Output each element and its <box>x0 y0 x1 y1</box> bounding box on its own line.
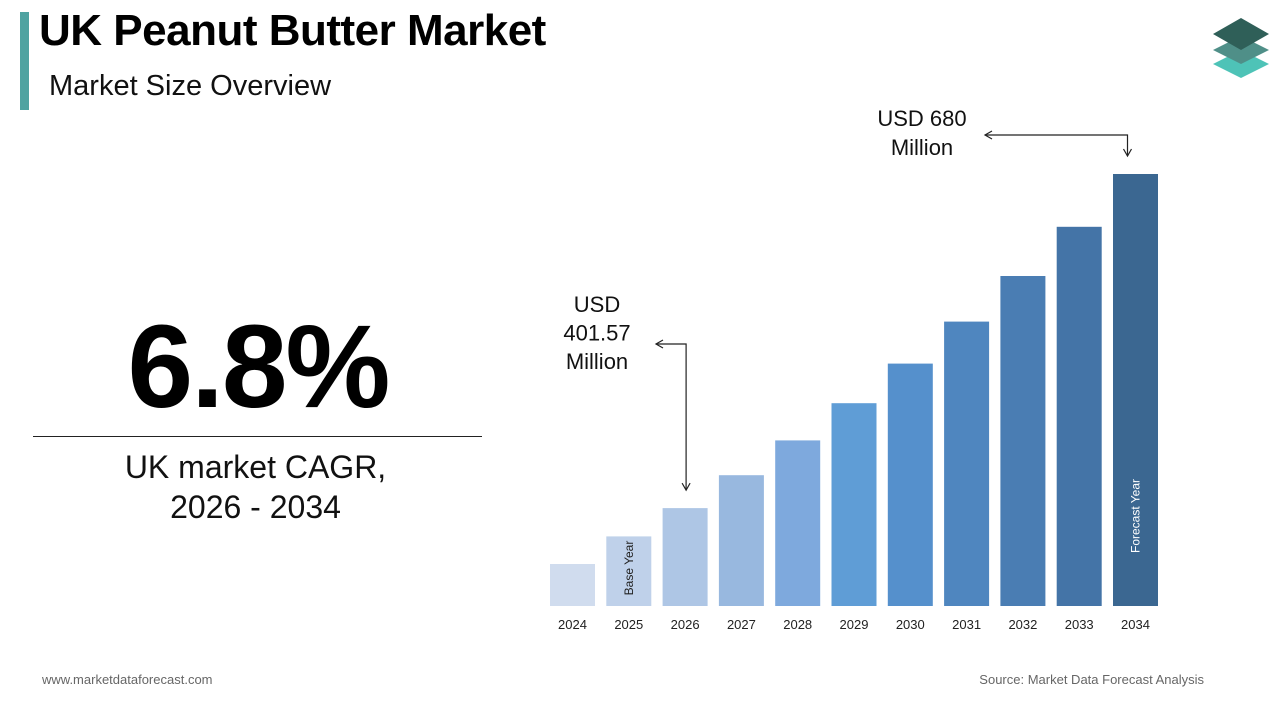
callout-arrowhead-left <box>654 339 664 349</box>
bar-group <box>550 174 1158 607</box>
x-tick-label-2028: 2028 <box>783 617 812 632</box>
bar-2024 <box>550 564 595 606</box>
x-tick-label-2025: 2025 <box>614 617 643 632</box>
cagr-label: UK market CAGR, 2026 - 2034 <box>33 447 478 527</box>
value-callouts: USD 401.57 Million USD 680 Million <box>563 106 1133 492</box>
x-axis-tick-labels: 2024 2025 2026 2027 2028 2029 2030 2031 2032 2033… <box>558 617 1150 632</box>
x-tick-label-2026: 2026 <box>671 617 700 632</box>
bar-2031 <box>944 321 990 606</box>
cagr-divider <box>33 436 482 437</box>
cagr-label-line-1: UK market CAGR, <box>124 449 387 485</box>
x-tick-label-2030: 2030 <box>896 617 925 632</box>
bar-2033 <box>1056 226 1102 607</box>
cagr-label-line-2: 2026 - 2034 <box>170 489 341 525</box>
callout-2026-line-2: 401.57 <box>563 321 630 346</box>
cagr-value: 6.8% <box>127 301 391 433</box>
bar-2030 <box>887 363 933 606</box>
bar-2026 <box>662 508 708 606</box>
x-tick-label-2031: 2031 <box>952 617 981 632</box>
x-tick-label-2029: 2029 <box>840 617 869 632</box>
callout-2026-arrow <box>656 343 687 491</box>
x-tick-label-2032: 2032 <box>1008 617 1037 632</box>
title-accent-bar <box>20 12 29 110</box>
callout-arrowhead-left <box>983 130 993 140</box>
bar-2029 <box>831 403 877 606</box>
callout-2026-line-3: Million <box>566 349 628 374</box>
footer-website: www.marketdataforecast.com <box>42 672 213 687</box>
bar-2034 <box>1113 174 1158 606</box>
callout-arrowhead <box>681 482 691 492</box>
bar-label-base-year: Base Year <box>622 541 636 596</box>
x-tick-label-2034: 2034 <box>1121 617 1150 632</box>
x-tick-label-2027: 2027 <box>727 617 756 632</box>
page-subtitle: Market Size Overview <box>49 70 332 102</box>
page-title: UK Peanut Butter Market <box>39 6 546 55</box>
bar-2032 <box>1000 276 1046 606</box>
bar-2025 <box>606 536 652 606</box>
callout-2034-arrow <box>985 134 1129 156</box>
bar-2027 <box>718 475 764 606</box>
callout-2034-line-2: Million <box>891 135 953 160</box>
callout-2026-line-1: USD <box>574 292 620 317</box>
x-tick-label-2024: 2024 <box>558 617 587 632</box>
footer-source: Source: Market Data Forecast Analysis <box>979 672 1204 687</box>
callout-2034-line-1: USD 680 <box>877 106 966 131</box>
bar-label-forecast-year: Forecast Year <box>1129 479 1143 553</box>
bar-2028 <box>775 440 821 606</box>
x-tick-label-2033: 2033 <box>1065 617 1094 632</box>
layers-logo-icon <box>1213 18 1269 78</box>
bar-annotation-labels: Base Year Forecast Year <box>622 479 1143 595</box>
callout-arrowhead <box>1122 148 1133 158</box>
